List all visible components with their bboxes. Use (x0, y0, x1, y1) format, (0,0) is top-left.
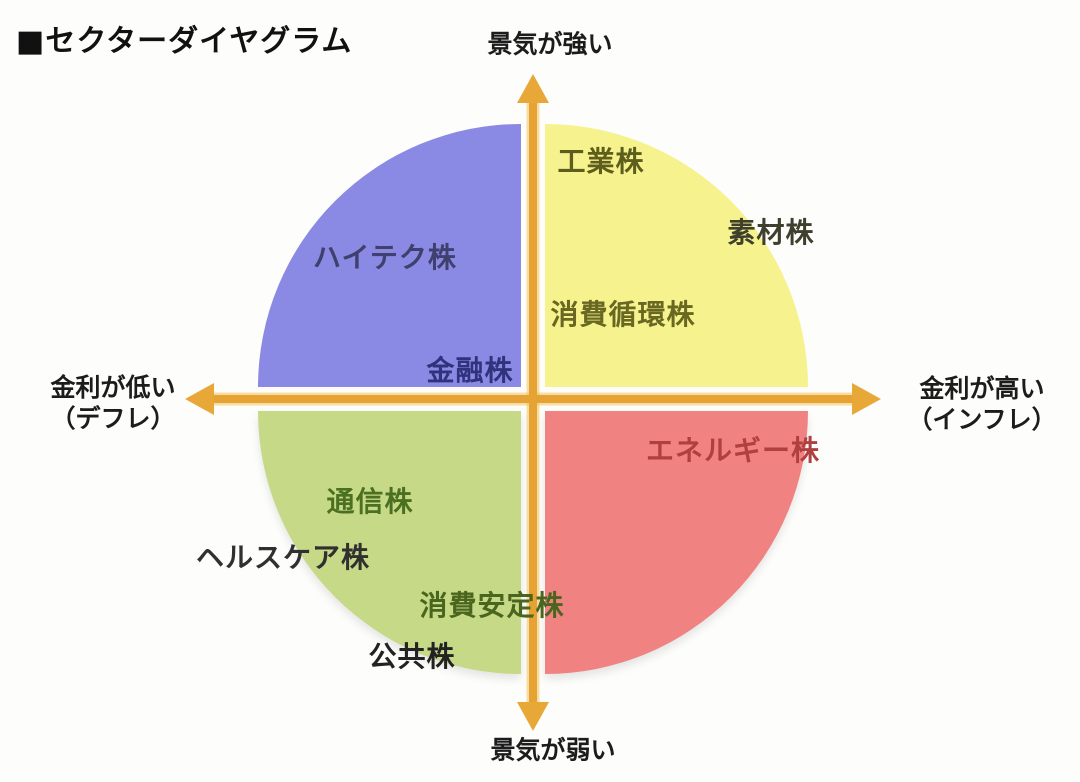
sector-label-utilities: 公共株 (368, 640, 456, 673)
sector-label-industrial: 工業株 (557, 145, 645, 178)
axis-label-rates-high-line1: 金利が高い (919, 373, 1045, 403)
axis-label-economy-weak: 景気が弱い (490, 735, 616, 765)
arrowhead-down-icon (517, 702, 549, 731)
axis-label-rates-low-line1: 金利が低い (50, 372, 176, 402)
sector-label-materials: 素材株 (727, 216, 815, 249)
sector-label-consumer-cyclical: 消費循環株 (550, 298, 696, 331)
axis-label-rates-low: 金利が低い （デフレ） (50, 372, 175, 435)
arrowhead-left-icon (185, 383, 214, 415)
axis-label-rates-high-line2: （インフレ） (907, 405, 1057, 434)
sector-label-financial: 金融株 (426, 354, 514, 387)
sector-label-healthcare: ヘルスケア株 (195, 541, 371, 574)
axis-label-rates-low-line2: （デフレ） (50, 404, 176, 433)
axis-label-economy-strong: 景気が強い (487, 29, 613, 59)
arrowhead-up-icon (517, 74, 549, 103)
page-title: ■セクターダイヤグラム (16, 24, 353, 59)
sector-label-hightech: ハイテク株 (313, 241, 457, 274)
arrowhead-right-icon (852, 383, 881, 415)
sector-label-energy: エネルギー株 (645, 434, 821, 467)
sector-label-telecom: 通信株 (326, 485, 414, 518)
axis-label-rates-high: 金利が高い （インフレ） (907, 373, 1056, 436)
sector-label-consumer-staples: 消費安定株 (419, 589, 565, 622)
